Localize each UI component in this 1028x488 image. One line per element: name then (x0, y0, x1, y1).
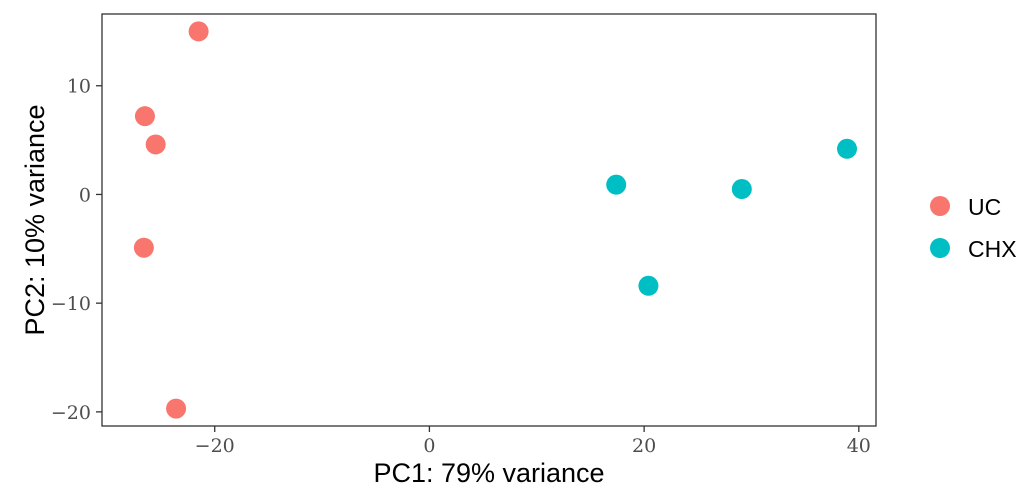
y-tick-label: 10 (67, 76, 91, 98)
y-tick-label: −10 (51, 293, 91, 315)
data-point-uc (145, 134, 166, 155)
y-tick-label: −20 (51, 402, 91, 424)
data-point-chx (731, 179, 752, 200)
data-point-uc (134, 106, 155, 127)
x-axis: −20 0 20 40 (195, 426, 871, 457)
y-axis-title: PC2: 10% variance (20, 104, 50, 335)
x-tick-label: −20 (195, 435, 235, 457)
y-axis: −20 −10 0 10 (51, 76, 102, 424)
legend-label-chx: CHX (968, 236, 1017, 262)
legend-label-uc: UC (968, 194, 1001, 220)
x-tick-label: 20 (632, 435, 656, 457)
data-point-uc (166, 398, 187, 419)
data-point-chx (837, 138, 858, 159)
y-tick-label: 0 (79, 184, 91, 206)
legend-key-chx (930, 238, 950, 258)
data-point-chx (606, 174, 627, 195)
data-points (133, 21, 858, 419)
x-tick-label: 40 (847, 435, 871, 457)
data-point-uc (133, 237, 154, 258)
data-point-chx (638, 275, 659, 296)
data-point-uc (188, 21, 209, 42)
legend-key-uc (930, 196, 950, 216)
x-axis-title: PC1: 79% variance (373, 458, 604, 488)
plot-panel-border (101, 13, 877, 427)
x-tick-label: 0 (423, 435, 435, 457)
legend: UC CHX (930, 194, 1017, 262)
